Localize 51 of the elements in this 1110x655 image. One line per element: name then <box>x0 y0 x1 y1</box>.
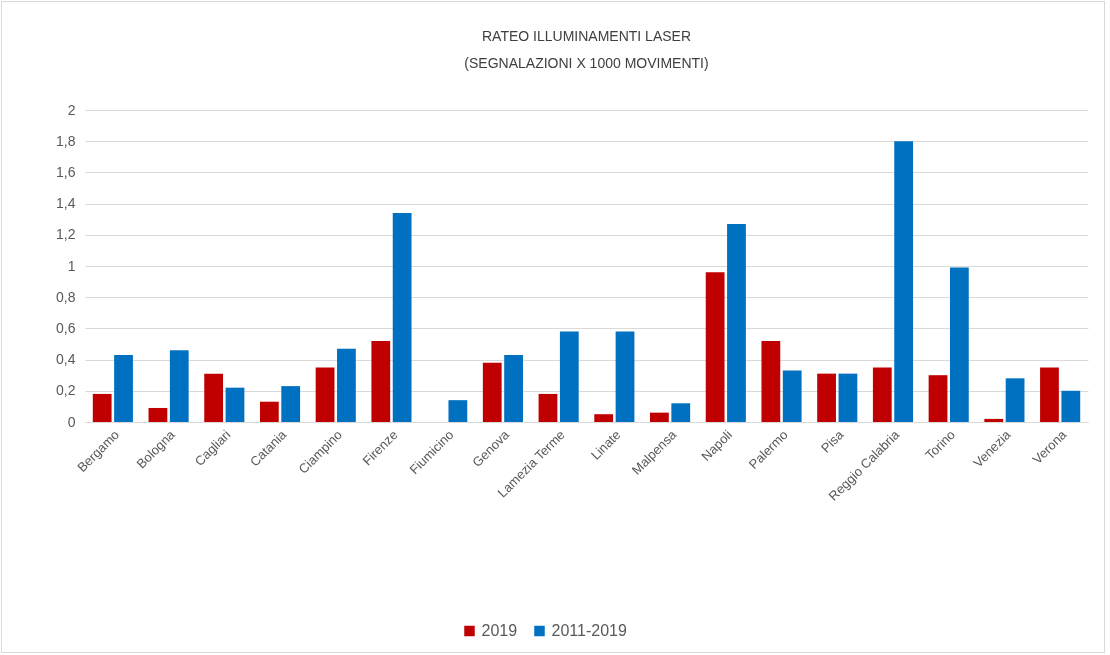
bar <box>337 348 356 422</box>
bar <box>1061 390 1081 422</box>
bar <box>281 386 301 422</box>
bar <box>114 354 133 422</box>
bar <box>259 401 279 422</box>
bar <box>315 367 335 422</box>
bar <box>727 223 746 422</box>
bar <box>1005 378 1025 422</box>
bar <box>984 418 1004 422</box>
legend-label: 2011-2019 <box>551 622 627 639</box>
y-tick-label: 0,4 <box>56 351 76 368</box>
x-tick-label: Pisa <box>817 426 847 456</box>
bar <box>671 403 691 422</box>
y-tick-label: 1,4 <box>56 195 76 212</box>
bar <box>949 267 969 422</box>
bar <box>448 400 468 422</box>
chart-title: RATEO ILLUMINAMENTI LASER <box>481 28 692 44</box>
chart-subtitle: (SEGNALAZIONI X 1000 MOVIMENTI) <box>464 55 709 71</box>
bar <box>1040 367 1059 422</box>
bar <box>928 375 948 422</box>
bar <box>615 331 635 422</box>
bar <box>392 212 412 422</box>
bar <box>650 412 669 422</box>
y-tick-label: 1,6 <box>56 163 76 180</box>
y-tick-label: 1,2 <box>56 226 76 243</box>
bar <box>705 272 725 422</box>
bar <box>482 362 502 422</box>
bar <box>504 354 523 422</box>
y-tick-label: 2 <box>67 101 76 118</box>
bar <box>538 393 558 422</box>
bar <box>559 331 579 422</box>
bar <box>894 141 914 422</box>
bar <box>838 373 858 422</box>
bar <box>204 373 224 422</box>
bar <box>872 367 892 422</box>
bar <box>782 370 802 422</box>
y-tick-label: 0,8 <box>56 288 76 305</box>
bar <box>761 340 781 422</box>
y-tick-label: 0,2 <box>56 382 76 399</box>
y-tick-label: 0 <box>67 413 76 430</box>
bar <box>594 414 614 422</box>
y-tick-label: 0,6 <box>56 319 76 336</box>
bar <box>225 387 245 422</box>
bar <box>371 340 391 422</box>
bar <box>92 393 112 422</box>
bar <box>817 373 836 422</box>
bar <box>169 350 189 422</box>
y-tick-label: 1,8 <box>56 132 76 149</box>
y-tick-label: 1 <box>67 257 76 274</box>
legend-label: 2019 <box>481 622 518 639</box>
bar <box>148 407 168 422</box>
